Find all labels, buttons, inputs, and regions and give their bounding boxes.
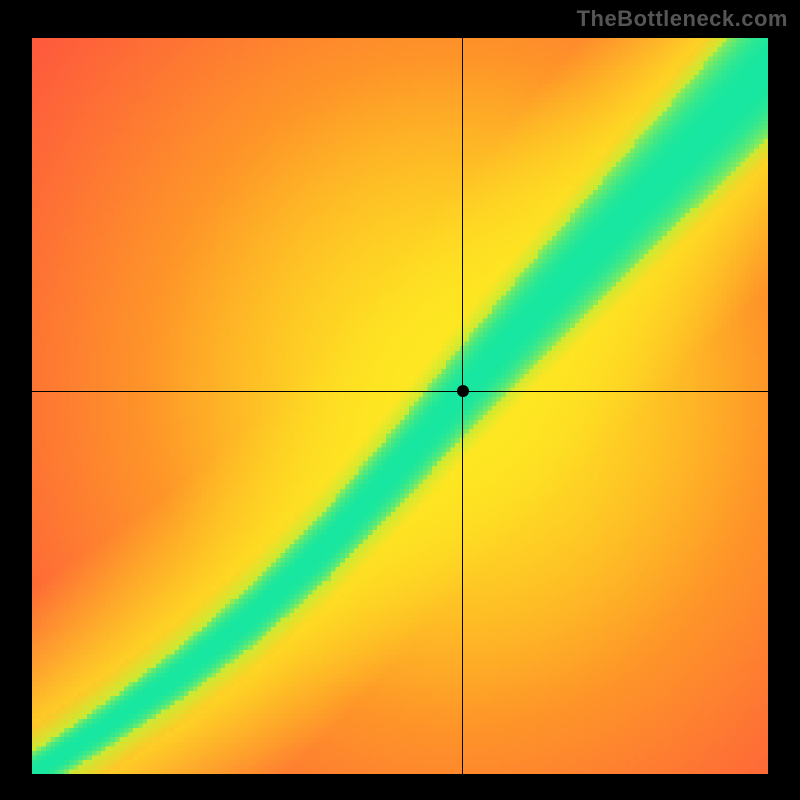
watermark-text: TheBottleneck.com <box>577 6 788 32</box>
marker-dot <box>457 385 469 397</box>
crosshair-vertical <box>462 38 463 774</box>
crosshair-horizontal <box>32 391 768 392</box>
heatmap-canvas <box>32 38 768 774</box>
chart-container: TheBottleneck.com <box>0 0 800 800</box>
plot-area <box>30 36 770 776</box>
